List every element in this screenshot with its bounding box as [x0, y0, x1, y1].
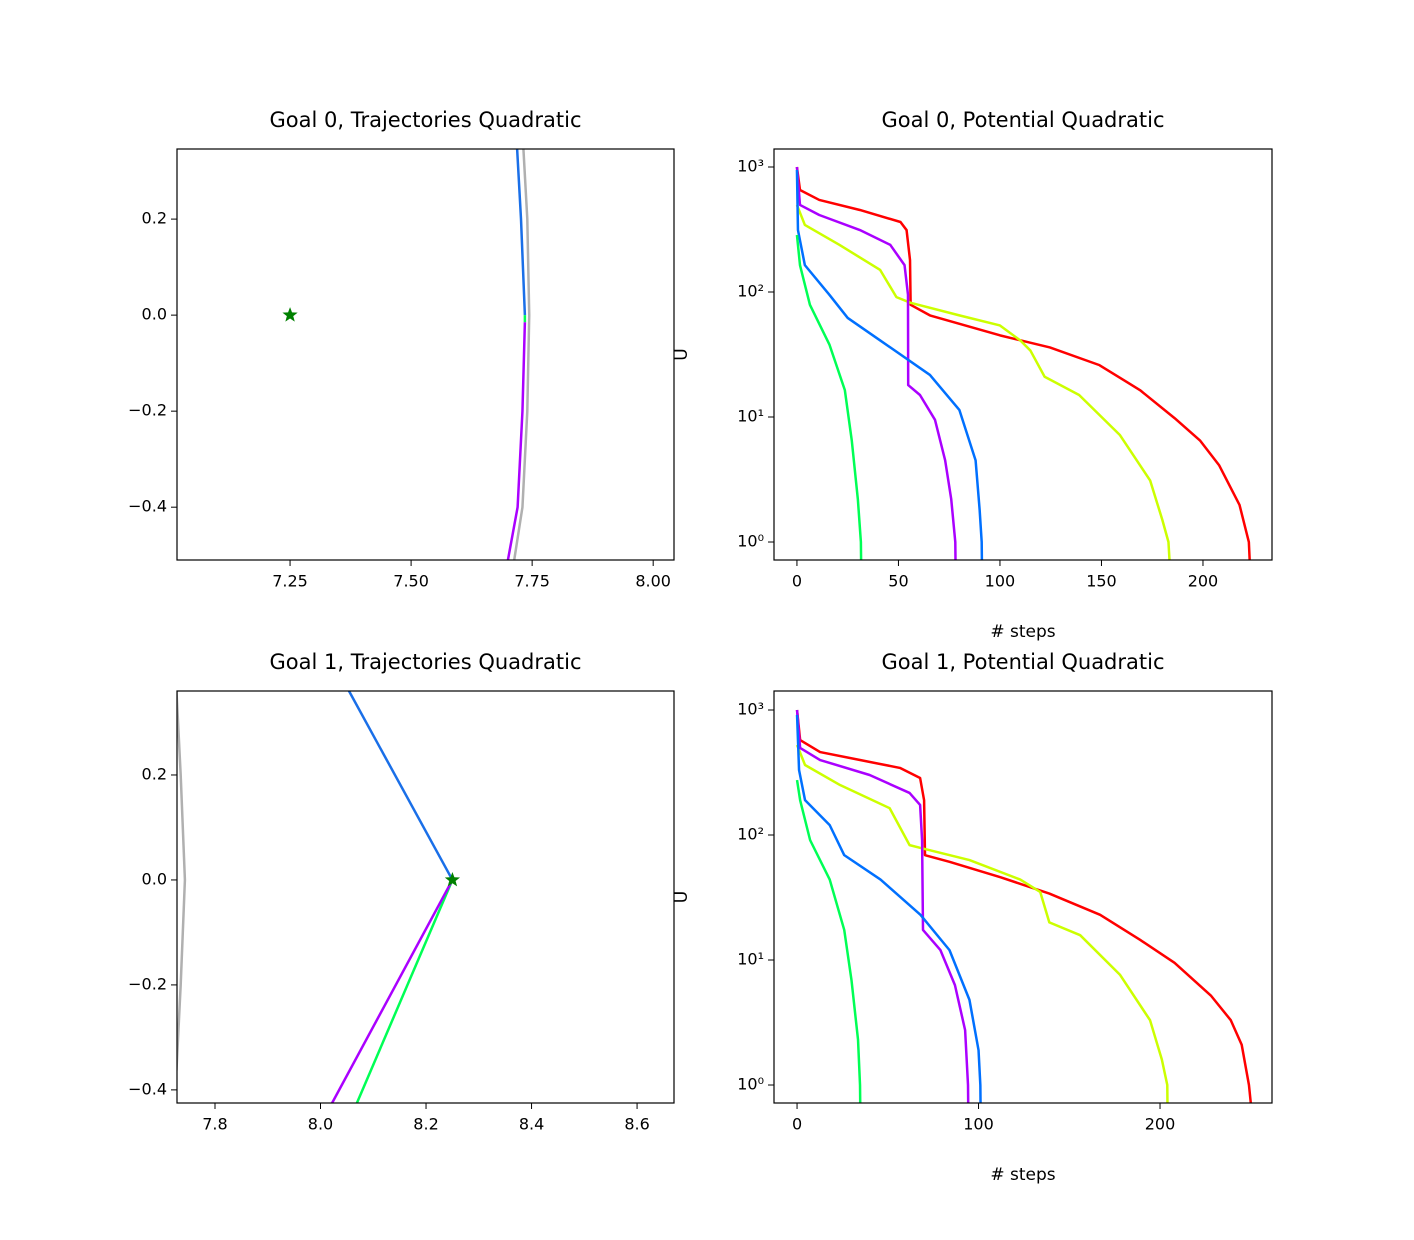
- axes-frame: [773, 148, 1273, 561]
- plot-area: [282, 149, 531, 560]
- y-tick-label: −0.2: [128, 974, 167, 993]
- chart-title: Goal 1, Potential Quadratic: [881, 650, 1164, 674]
- x-tick-label: 7.8: [202, 1115, 227, 1134]
- x-axis-label: # steps: [990, 622, 1055, 642]
- x-tick-label: 200: [1188, 572, 1219, 591]
- chart-title: Goal 1, Trajectories Quadratic: [270, 650, 582, 674]
- series-line: [512, 149, 531, 560]
- x-tick-label: 150: [1086, 572, 1117, 591]
- y-tick-label: −0.2: [128, 401, 167, 420]
- y-tick-label: 0.2: [142, 209, 167, 228]
- x-tick-label: 7.75: [514, 572, 550, 591]
- y-tick-label: 10⁰: [737, 1075, 764, 1094]
- y-tick-label: 0.0: [142, 869, 167, 888]
- series-line: [795, 709, 970, 1103]
- chart-title: Goal 0, Trajectories Quadratic: [270, 108, 582, 132]
- y-tick-label: −0.4: [128, 497, 167, 516]
- x-tick-label: 50: [888, 572, 908, 591]
- series-line: [795, 714, 982, 1103]
- plot-area: [177, 691, 461, 1103]
- series-line: [795, 744, 1169, 1103]
- x-tick-label: 8.4: [519, 1115, 544, 1134]
- y-axis-label: U: [672, 891, 692, 903]
- y-tick-label: 10¹: [737, 407, 764, 426]
- axes-frame: [773, 690, 1273, 1104]
- series-line: [331, 879, 454, 1103]
- x-tick-label: 200: [1145, 1115, 1176, 1134]
- x-tick-label: 100: [985, 572, 1016, 591]
- series-line: [515, 149, 527, 316]
- x-tick-label: 7.50: [393, 572, 429, 591]
- y-tick-label: 0.0: [142, 305, 167, 324]
- y-tick-label: 0.2: [142, 764, 167, 783]
- series-line: [347, 691, 454, 881]
- y-tick-label: 10²: [737, 825, 764, 844]
- axes-frame: [176, 690, 675, 1104]
- series-line: [795, 169, 984, 560]
- x-tick-label: 7.25: [272, 572, 308, 591]
- series-line: [795, 709, 1253, 1103]
- series-line: [795, 166, 957, 560]
- x-tick-label: 8.6: [624, 1115, 649, 1134]
- series-line: [506, 322, 527, 560]
- chart-title: Goal 0, Potential Quadratic: [881, 108, 1164, 132]
- y-tick-label: −0.4: [128, 1079, 167, 1098]
- y-tick-label: 10⁰: [737, 532, 764, 551]
- plot-area: [795, 166, 1251, 560]
- series-line: [795, 234, 863, 560]
- x-tick-label: 100: [963, 1115, 994, 1134]
- series-line: [355, 879, 454, 1103]
- y-tick-label: 10³: [737, 156, 764, 175]
- x-tick-label: 8.2: [413, 1115, 438, 1134]
- x-axis-label: # steps: [990, 1165, 1055, 1185]
- x-tick-label: 0: [792, 572, 802, 591]
- series-line: [795, 166, 1251, 560]
- y-tick-label: 10¹: [737, 950, 764, 969]
- x-tick-label: 8.0: [308, 1115, 333, 1134]
- series-line: [795, 779, 862, 1103]
- y-tick-label: 10²: [737, 282, 764, 301]
- star-marker: [444, 871, 461, 887]
- y-tick-label: 10³: [737, 699, 764, 718]
- series-line: [177, 691, 187, 1073]
- x-tick-label: 8.00: [635, 572, 671, 591]
- x-tick-label: 0: [792, 1115, 802, 1134]
- series-line: [795, 204, 1171, 560]
- plot-area: [795, 709, 1253, 1103]
- axes-frame: [176, 148, 675, 561]
- star-marker: [282, 307, 298, 322]
- y-axis-label: U: [672, 348, 692, 360]
